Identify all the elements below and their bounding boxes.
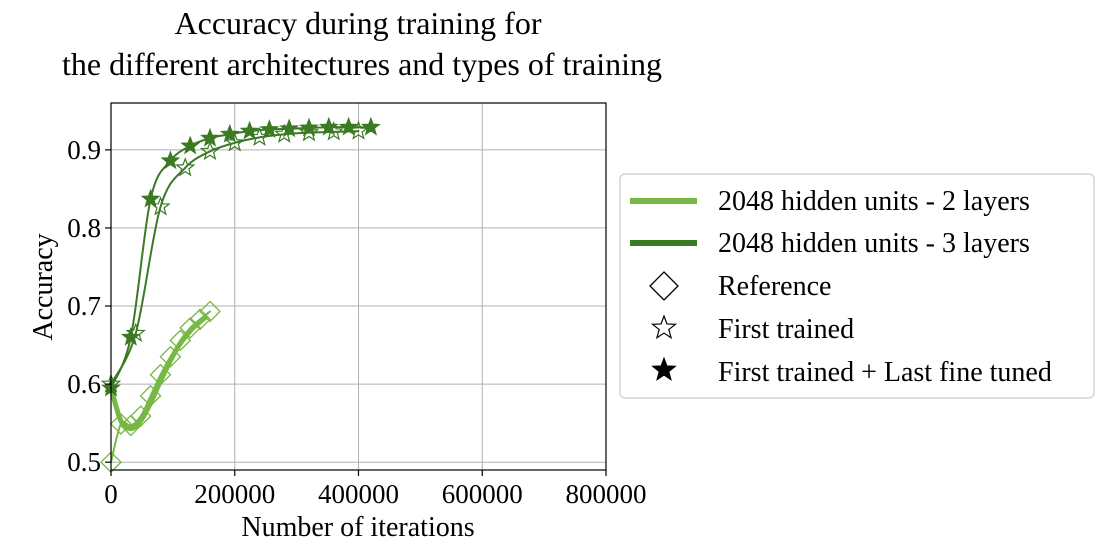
data-point [279,118,300,138]
data-point [200,127,220,147]
data-point [298,121,320,142]
series-layer [100,116,381,474]
y-tick-label: 0.9 [67,135,101,165]
data-point [649,271,679,301]
data-point [299,117,319,137]
data-point [109,413,132,435]
y-tick-label: 0.7 [67,291,101,321]
series-reference-smoothed- [108,315,208,432]
x-tick-label: 0 [104,479,118,509]
data-point [199,300,221,323]
legend-label-arch2: 2048 hidden units - 2 layers [718,186,1030,217]
chart-title-line-2: the different architectures and types of… [62,46,662,82]
legend-label-first-trained: First trained [718,314,854,345]
ticks: 0 200000 400000 600000 800000 0.5 0.6 0.7 0.8 0.9 [67,135,646,509]
data-point [180,135,201,155]
x-tick-label: 600000 [442,479,523,509]
data-point [160,150,181,170]
data-point [318,116,339,136]
y-axis-label: Accuracy [28,233,59,340]
data-point [224,132,245,152]
data-point [338,116,359,136]
x-tick-label: 400000 [318,479,399,509]
chart-title-line-1: Accuracy during training for [175,5,542,41]
x-tick-label: 200000 [194,479,275,509]
legend-frame [619,173,1095,399]
data-point [650,314,678,340]
data-point [140,188,161,208]
series-line [108,315,208,432]
legend-marker-reference [649,271,679,301]
y-tick-label: 0.8 [67,213,101,243]
data-point [651,356,677,381]
legend-label-arch3: 2048 hidden units - 3 layers [718,228,1030,259]
data-point [360,116,381,136]
data-point [259,119,280,138]
x-axis-label: Number of iterations [241,512,474,543]
legend-label-reference: Reference [718,271,831,302]
series-first-trained-last-fine-tuned [101,116,381,397]
legend-marker-first-trained [650,314,678,340]
x-tick-label: 800000 [566,479,647,509]
legend-label-fine-tuned: First trained + Last fine tuned [718,357,1052,388]
data-point [199,140,221,161]
data-point [239,120,260,140]
legend: 2048 hidden units - 2 layers 2048 hidden… [619,173,1095,399]
y-tick-label: 0.6 [67,369,101,399]
y-tick-label: 0.5 [67,447,101,477]
data-point [175,157,196,177]
legend-marker-fine-tuned [651,356,677,381]
data-point [219,123,240,143]
data-point [120,326,141,346]
